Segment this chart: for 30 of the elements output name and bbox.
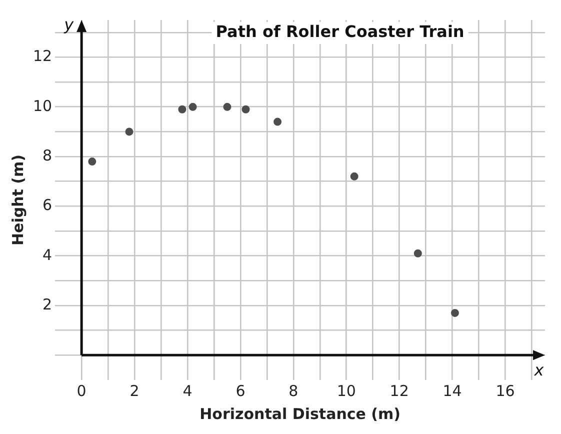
y-axis-title: Height (m) [8, 154, 27, 246]
point [414, 249, 422, 258]
x-tick-label: 6 [236, 382, 246, 400]
point [88, 158, 96, 166]
point [242, 105, 250, 114]
y-tick-label: 6 [42, 196, 52, 214]
y-tick-label: 4 [42, 246, 52, 264]
y-tick-label: 12 [32, 47, 52, 66]
chart-title: Path of Roller Coaster Train [216, 22, 464, 42]
point [178, 105, 186, 114]
x-tick-label: 12 [390, 382, 409, 400]
point [350, 172, 358, 180]
point [125, 128, 134, 136]
point [450, 308, 459, 317]
annotation: y [63, 15, 74, 34]
point [223, 102, 232, 111]
x-tick-label: 14 [442, 382, 462, 400]
y-tick-label: 2 [42, 295, 52, 314]
y-tick-label: 8 [42, 146, 52, 164]
point [188, 102, 197, 111]
x-axis-title: Horizontal Distance (m) [200, 404, 400, 423]
x-tick-label: 10 [336, 382, 356, 400]
x-tick-label: 16 [496, 382, 515, 400]
x-tick-label: 8 [288, 382, 298, 400]
point [274, 118, 282, 126]
x-tick-label: 2 [130, 382, 140, 400]
y-tick-label: 10 [32, 96, 52, 115]
annotation: x [533, 360, 544, 380]
x-tick-label: 0 [76, 382, 86, 400]
x-tick-label: 4 [182, 382, 192, 400]
